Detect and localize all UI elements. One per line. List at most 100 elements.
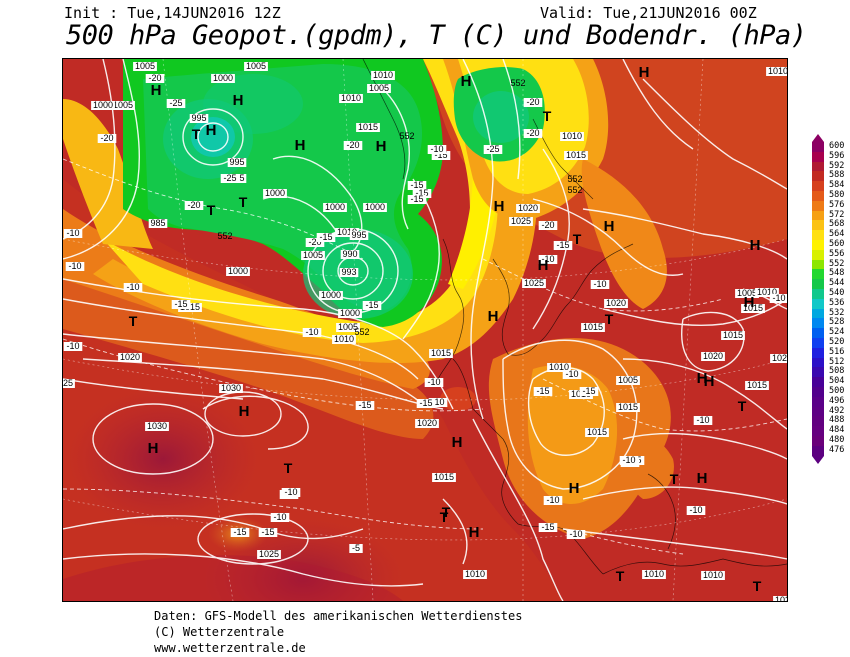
svg-text:1010: 1010 — [337, 227, 357, 237]
svg-text:1020: 1020 — [606, 298, 626, 308]
legend-entry: 492 — [812, 406, 844, 417]
thermal-low-marker: T — [605, 311, 614, 327]
height-contour-label: 552 — [217, 231, 232, 241]
legend-value: 476 — [829, 444, 845, 455]
svg-text:1020: 1020 — [120, 352, 140, 362]
svg-text:-15: -15 — [319, 232, 332, 242]
legend-value: 508 — [829, 366, 845, 377]
svg-text:1010: 1010 — [562, 131, 582, 141]
svg-text:1020: 1020 — [518, 203, 538, 213]
isotherm-label: -15 — [362, 300, 382, 310]
legend-entry: 520 — [812, 337, 844, 348]
svg-text:-10: -10 — [565, 369, 578, 379]
svg-text:1015: 1015 — [618, 402, 638, 412]
height-contour-label: 552 — [567, 185, 582, 195]
svg-text:1020: 1020 — [772, 353, 787, 363]
high-pressure-marker: H — [461, 73, 472, 90]
high-pressure-marker: H — [697, 370, 708, 387]
legend-swatch — [812, 161, 824, 172]
legend-value: 552 — [829, 258, 845, 269]
legend-entry: 504 — [812, 376, 844, 387]
height-contour-label: 552 — [567, 174, 582, 184]
legend-swatch — [812, 318, 824, 329]
map-title: 500 hPa Geopot.(gpdm), T (C) und Bodendr… — [66, 20, 807, 51]
isotherm-label: -25 — [166, 98, 186, 108]
legend-swatch — [812, 396, 824, 407]
high-pressure-marker: H — [239, 403, 250, 420]
thermal-low-marker: T — [543, 108, 552, 124]
isobar-label: 1010 — [332, 334, 356, 344]
svg-text:1010: 1010 — [644, 569, 664, 579]
isotherm-label: -10 — [619, 455, 639, 465]
isotherm-label: -10 — [566, 529, 586, 539]
isobar-label: 1020 — [516, 203, 540, 213]
legend-entry: 556 — [812, 249, 844, 260]
svg-text:-15: -15 — [434, 150, 447, 160]
thermal-low-marker: T — [239, 194, 248, 210]
thermal-low-marker: T — [284, 460, 293, 476]
isobar-label: 1010 — [463, 569, 487, 579]
isotherm-label: -15 — [431, 150, 451, 160]
legend-value: 560 — [829, 238, 845, 249]
legend-swatch — [812, 220, 824, 231]
isotherm-label: -20 — [145, 73, 165, 83]
svg-text:1025: 1025 — [259, 549, 279, 559]
high-pressure-marker: H — [376, 138, 387, 155]
isotherm-label: -10 — [123, 282, 143, 292]
legend-swatch — [812, 406, 824, 417]
svg-text:-20: -20 — [148, 73, 161, 83]
svg-text:993: 993 — [341, 267, 356, 277]
svg-text:-10: -10 — [427, 377, 440, 387]
isobar-label: 985 — [148, 218, 168, 228]
legend-bottom-arrow — [812, 455, 824, 464]
isobar-label: 1000 — [211, 73, 235, 83]
isobar-label: 1020 — [770, 353, 787, 363]
map-canvas: 1005100010051000100510101005101010159959… — [63, 59, 787, 601]
legend-value: 504 — [829, 376, 845, 387]
svg-text:-15: -15 — [582, 386, 595, 396]
isobar-label: 1000 — [323, 202, 347, 212]
svg-text:1015: 1015 — [587, 427, 607, 437]
isobar-label: 1020 — [118, 352, 142, 362]
legend-value: 492 — [829, 405, 845, 416]
footer-url[interactable]: www.wetterzentrale.de — [154, 641, 306, 655]
isobar-label: 1010 — [335, 227, 359, 237]
svg-text:1010: 1010 — [373, 70, 393, 80]
svg-text:-15: -15 — [415, 188, 428, 198]
isobar-label: 1015 — [721, 330, 745, 340]
legend-swatch — [812, 210, 824, 221]
svg-text:-10: -10 — [689, 505, 702, 515]
svg-text:-15: -15 — [541, 522, 554, 532]
isobar-label: 995 — [227, 157, 247, 167]
svg-text:1000: 1000 — [365, 202, 385, 212]
isotherm-label: -20 — [538, 220, 558, 230]
svg-text:-10: -10 — [430, 144, 443, 154]
legend-value: 480 — [829, 434, 845, 445]
svg-text:-10: -10 — [66, 341, 79, 351]
isotherm-label: -10 — [63, 228, 83, 238]
color-scale-legend: 600 596 592 588 584 580 576 572 568 564 560 556 552 5… — [812, 134, 844, 464]
legend-entry: 588 — [812, 170, 844, 182]
svg-text:1010: 1010 — [334, 334, 354, 344]
legend-value: 600 — [829, 141, 845, 151]
legend-value: 548 — [829, 268, 845, 279]
legend-value: 568 — [829, 219, 845, 230]
svg-text:-20: -20 — [541, 220, 554, 230]
isobar-label: 1015 — [432, 472, 456, 482]
isobar-label: 1010 — [371, 70, 395, 80]
svg-text:1030: 1030 — [147, 421, 167, 431]
isobar-label: 1030 — [219, 383, 243, 393]
isobar-label: 990 — [340, 249, 360, 259]
legend-swatch — [812, 347, 824, 358]
legend-swatch — [812, 171, 824, 182]
isotherm-label: -10 — [428, 397, 448, 407]
svg-text:-10: -10 — [593, 279, 606, 289]
high-pressure-marker: H — [206, 122, 217, 139]
legend-swatch — [812, 328, 824, 338]
thermal-low-marker: T — [753, 578, 762, 594]
isotherm-label: -20 — [305, 237, 325, 247]
svg-text:-15: -15 — [365, 300, 378, 310]
svg-text:1005: 1005 — [113, 100, 133, 110]
isobar-label: 1020 — [701, 351, 725, 361]
